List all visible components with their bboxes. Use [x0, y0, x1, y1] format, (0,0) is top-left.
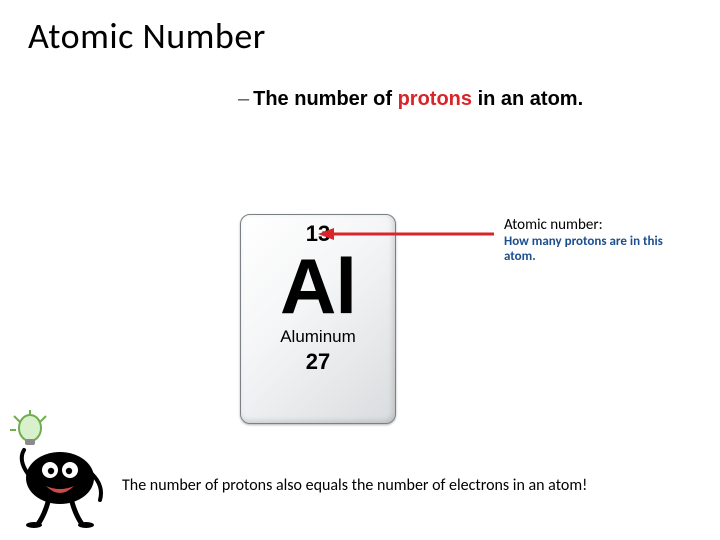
callout-sub: How many protons are in this atom. — [504, 235, 674, 265]
mascot-icon — [4, 408, 114, 528]
callout: Atomic number: How many protons are in t… — [504, 216, 674, 265]
mass-number-value: 27 — [241, 349, 395, 375]
def-suffix: in an atom. — [472, 88, 583, 110]
dash: – — [238, 88, 249, 110]
def-prefix: The number of — [253, 88, 397, 110]
slide: Atomic Number –The number of protons in … — [0, 0, 720, 540]
definition-line: –The number of protons in an atom. — [238, 88, 583, 111]
protons-equals-electrons-note: The number of protons also equals the nu… — [122, 476, 587, 495]
lightbulb-icon — [10, 410, 46, 445]
element-name: Aluminum — [241, 327, 395, 347]
page-title: Atomic Number — [28, 14, 266, 58]
element-symbol: Al — [241, 249, 395, 323]
callout-label: Atomic number: — [504, 216, 674, 234]
def-highlight: protons — [398, 88, 472, 110]
element-tile: 13 Al Aluminum 27 — [240, 214, 396, 424]
